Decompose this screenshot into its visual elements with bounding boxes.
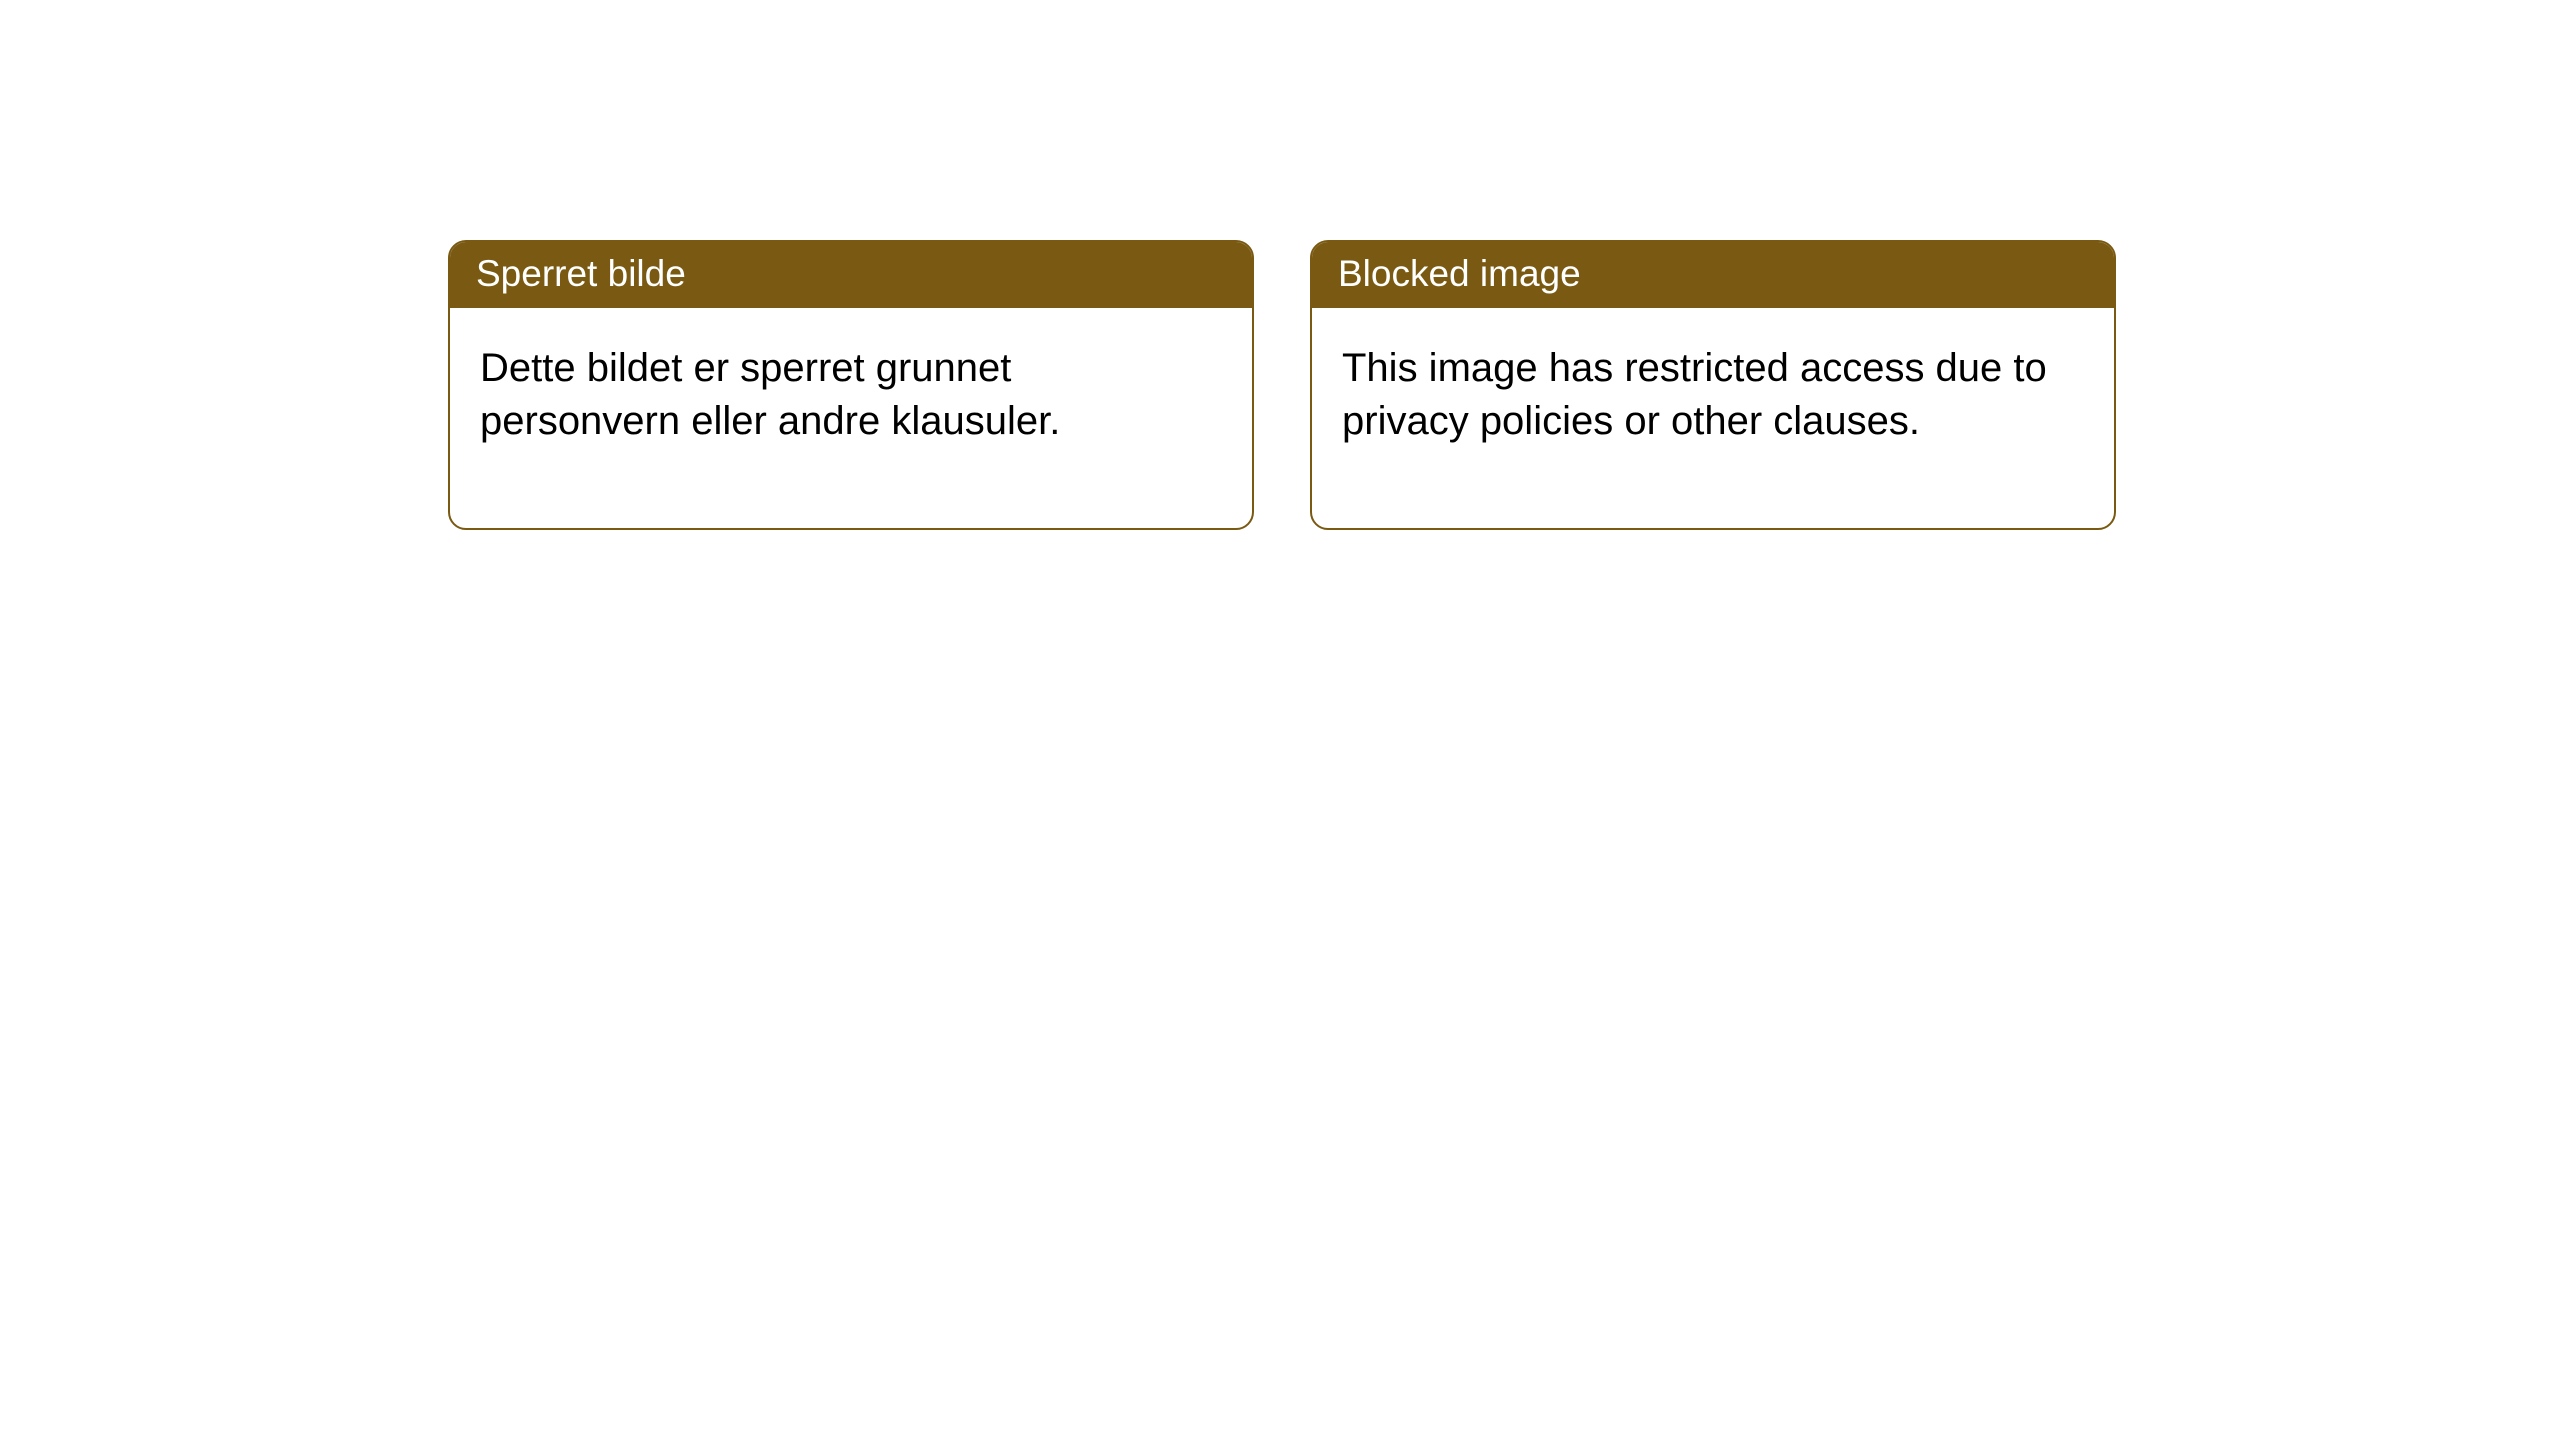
notice-cards-container: Sperret bilde Dette bildet er sperret gr… xyxy=(0,0,2560,530)
notice-card-body: This image has restricted access due to … xyxy=(1312,308,2114,528)
notice-card-header: Blocked image xyxy=(1312,242,2114,308)
notice-card-english: Blocked image This image has restricted … xyxy=(1310,240,2116,530)
notice-card-header: Sperret bilde xyxy=(450,242,1252,308)
notice-card-norwegian: Sperret bilde Dette bildet er sperret gr… xyxy=(448,240,1254,530)
notice-card-body: Dette bildet er sperret grunnet personve… xyxy=(450,308,1252,528)
